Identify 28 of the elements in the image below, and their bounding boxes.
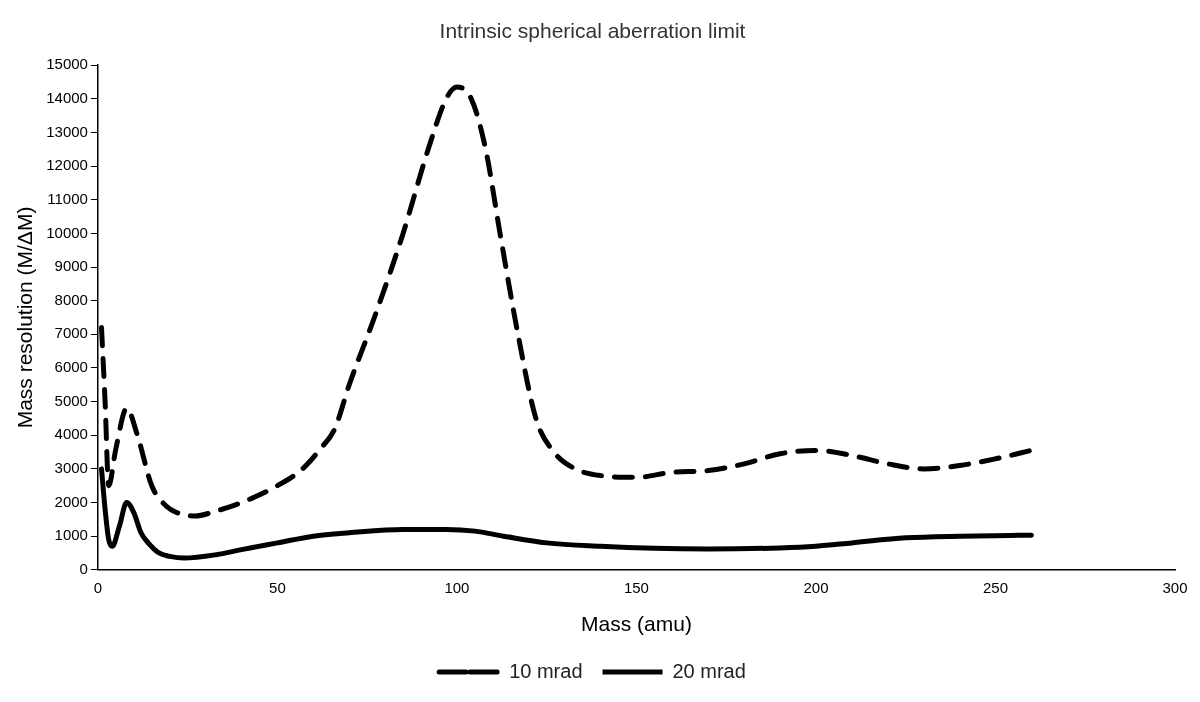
y-tick-label: 0	[79, 559, 88, 577]
x-tick-label: 100	[444, 578, 470, 596]
y-axis-title: Mass resolution (M/ΔM)	[13, 206, 37, 429]
y-tick-label: 1000	[54, 526, 88, 544]
x-tick-label: 200	[803, 578, 829, 596]
y-tick-label: 12000	[46, 156, 88, 174]
y-tick-label: 2000	[54, 492, 88, 510]
y-tick-label: 4000	[54, 425, 88, 443]
y-tick-label: 13000	[46, 122, 88, 140]
chart-title: Intrinsic spherical aberration limit	[439, 19, 746, 43]
y-tick-label: 15000	[46, 55, 88, 73]
x-tick-label: 250	[982, 578, 1008, 596]
y-tick-label: 3000	[54, 459, 88, 477]
legend-label: 20 mrad	[672, 659, 746, 682]
y-tick-label: 7000	[54, 324, 88, 342]
x-tick-label: 0	[93, 578, 103, 596]
y-tick-label: 8000	[54, 290, 88, 308]
legend-label: 10 mrad	[509, 659, 583, 682]
x-tick-label: 50	[269, 578, 286, 596]
y-tick-label: 14000	[46, 88, 88, 106]
x-tick-label: 300	[1162, 578, 1188, 596]
y-tick-label: 9000	[54, 257, 88, 275]
y-tick-label: 6000	[54, 358, 88, 376]
x-axis-title: Mass (amu)	[581, 612, 692, 636]
y-tick-label: 11000	[47, 189, 88, 207]
y-tick-label: 10000	[46, 223, 88, 241]
y-tick-label: 5000	[54, 391, 88, 409]
x-tick-label: 150	[623, 578, 649, 596]
